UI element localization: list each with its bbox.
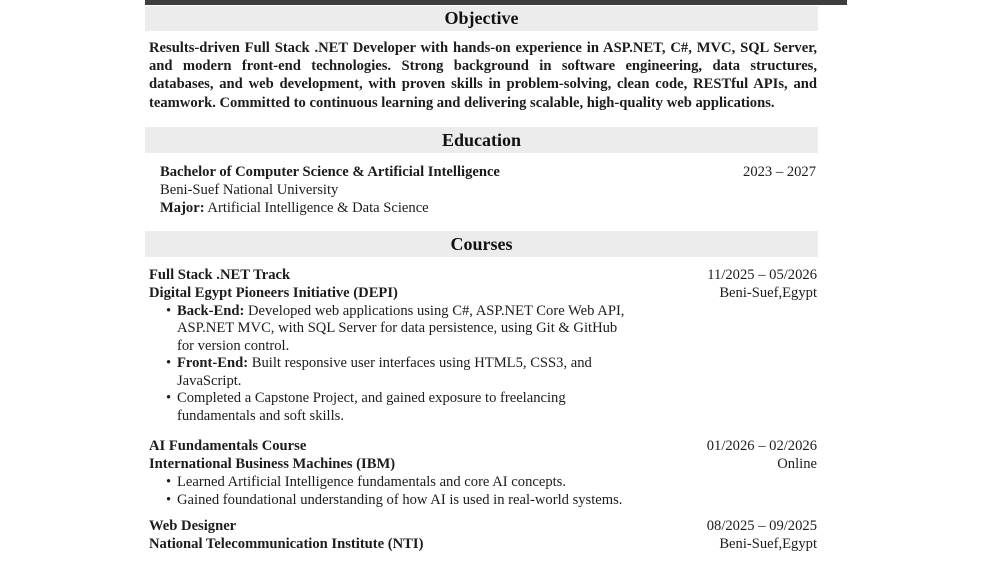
course-org-row: Digital Egypt Pioneers Initiative (DEPI)… (149, 284, 817, 302)
bullet-lead: Back-End: (177, 302, 245, 319)
course-name: AI Fundamentals Course (149, 438, 307, 455)
course-bullet: • Gained foundational understanding of ho… (166, 492, 634, 510)
objective-title: Objective (444, 8, 519, 28)
course-name-row: Full Stack .NET Track 11/2025 – 05/2026 (149, 266, 817, 284)
course-bullet-list: • Learned Artificial Intelligence fundame… (166, 474, 817, 509)
bullet-text: Gained foundational understanding of how… (177, 491, 623, 508)
education-school: Beni-Suef National University (160, 181, 339, 198)
course-dates: 11/2025 – 05/2026 (707, 266, 817, 283)
course-org: International Business Machines (IBM) (149, 456, 396, 473)
course-org: National Telecommunication Institute (NT… (149, 536, 424, 553)
course-bullet: • Front-End: Built responsive user interfa… (166, 355, 634, 390)
education-dates: 2023 – 2027 (743, 163, 816, 180)
education-title: Education (441, 129, 522, 150)
course-name-row: AI Fundamentals Course 01/2026 – 02/2026 (149, 437, 817, 455)
resume-content: Objective Results-driven Full Stack .NET… (145, 6, 818, 553)
section-header-courses: Courses (145, 230, 818, 257)
section-header-education: Education (145, 126, 818, 153)
course-name: Web Designer (149, 518, 237, 535)
education-degree: Bachelor of Computer Science & Artificia… (160, 163, 500, 180)
course-location: Online (777, 456, 817, 473)
education-major-row: Major: Artificial Intelligence & Data Sc… (160, 199, 816, 217)
course-org-row: International Business Machines (IBM) On… (149, 455, 817, 473)
bullet-dot-icon: • (166, 491, 172, 508)
education-major-label: Major: (160, 199, 205, 216)
courses-title: Courses (450, 233, 513, 254)
course-entry: Web Designer 08/2025 – 09/2025 National … (149, 517, 817, 553)
bullet-text: Developed web applications using C#, ASP… (177, 302, 625, 354)
course-bullet: • Completed a Capstone Project, and gaine… (166, 390, 634, 425)
course-bullet: • Learned Artificial Intelligence fundame… (166, 474, 634, 492)
course-entry: AI Fundamentals Course 01/2026 – 02/2026… (149, 437, 817, 509)
top-divider-bar (145, 0, 847, 5)
course-bullet: • Back-End: Developed web applications usi… (166, 303, 634, 356)
education-major-value: Artificial Intelligence & Data Science (204, 199, 429, 216)
course-dates: 01/2026 – 02/2026 (706, 438, 817, 455)
education-degree-row: Bachelor of Computer Science & Artificia… (160, 163, 816, 181)
course-name: Full Stack .NET Track (149, 266, 291, 283)
bullet-text: Built responsive user interfaces using H… (177, 355, 592, 389)
bullet-dot-icon: • (166, 474, 172, 491)
course-name-row: Web Designer 08/2025 – 09/2025 (149, 517, 817, 535)
bullet-dot-icon: • (166, 355, 172, 372)
objective-paragraph: Results-driven Full Stack .NET Developer… (149, 40, 817, 111)
course-entry: Full Stack .NET Track 11/2025 – 05/2026 … (149, 266, 817, 426)
bullet-dot-icon: • (166, 302, 172, 319)
bullet-dot-icon: • (166, 390, 172, 407)
bullet-text: Completed a Capstone Project, and gained… (177, 390, 566, 424)
course-org-row: National Telecommunication Institute (NT… (149, 535, 817, 553)
course-bullet-list: • Back-End: Developed web applications usi… (166, 303, 817, 426)
bullet-lead: Front-End: (177, 355, 249, 372)
bullet-text: Learned Artificial Intelligence fundamen… (177, 474, 566, 491)
course-location: Beni-Suef,Egypt (719, 536, 817, 553)
course-location: Beni-Suef,Egypt (719, 284, 817, 301)
course-org: Digital Egypt Pioneers Initiative (DEPI) (149, 284, 398, 301)
education-entry: Bachelor of Computer Science & Artificia… (160, 163, 818, 217)
section-header-objective: Objective (145, 6, 818, 31)
courses-body: Full Stack .NET Track 11/2025 – 05/2026 … (145, 266, 818, 554)
course-dates: 08/2025 – 09/2025 (706, 518, 817, 535)
